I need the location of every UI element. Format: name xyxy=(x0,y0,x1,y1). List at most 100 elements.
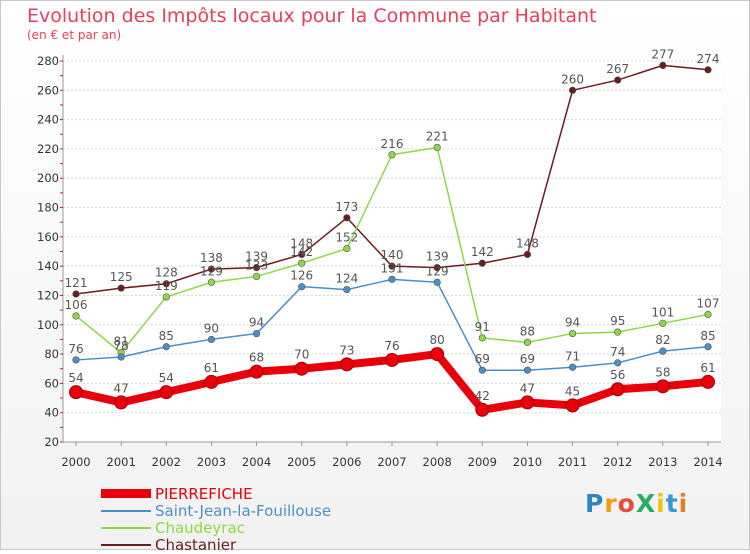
data-label: 76 xyxy=(384,339,399,353)
legend-label: Saint-Jean-la-Fouillouse xyxy=(155,501,332,520)
data-label: 85 xyxy=(159,329,174,343)
data-label: 140 xyxy=(381,248,404,262)
legend-swatch xyxy=(101,543,151,546)
data-label: 107 xyxy=(697,297,720,311)
data-label: 131 xyxy=(381,261,404,275)
chart-subtitle: (en € et par an) xyxy=(27,28,122,42)
data-label: 88 xyxy=(520,324,535,338)
legend-swatch xyxy=(101,489,151,498)
data-point xyxy=(614,328,622,336)
data-point xyxy=(430,347,445,362)
data-point xyxy=(207,265,216,273)
x-tick-label: 2007 xyxy=(377,455,406,469)
data-label: 125 xyxy=(110,270,133,284)
data-point xyxy=(162,343,170,351)
legend-swatch xyxy=(101,526,151,529)
data-label: 91 xyxy=(475,320,490,334)
data-point xyxy=(433,143,441,152)
data-point xyxy=(72,312,80,320)
data-point xyxy=(568,363,577,371)
chart-title: Evolution des Impôts locaux pour la Comm… xyxy=(27,5,597,27)
data-point xyxy=(614,359,622,367)
data-label: 47 xyxy=(520,381,535,395)
data-point xyxy=(249,364,264,379)
data-point xyxy=(298,283,306,291)
data-point xyxy=(614,76,622,84)
data-label: 152 xyxy=(335,231,358,245)
data-label: 126 xyxy=(290,269,313,283)
data-label: 138 xyxy=(200,251,223,265)
x-tick-label: 2003 xyxy=(197,455,226,469)
data-label: 76 xyxy=(68,342,83,356)
data-point xyxy=(433,264,441,272)
legend: PIERREFICHE Saint-Jean-la-Fouillouse Chaud… xyxy=(101,485,332,554)
data-label: 173 xyxy=(335,200,358,214)
data-label: 119 xyxy=(155,279,178,293)
x-tick-label: 2009 xyxy=(468,455,497,469)
y-tick-label: 60 xyxy=(44,376,59,390)
data-label: 42 xyxy=(475,389,490,403)
x-tick-label: 2001 xyxy=(107,455,136,469)
legend-label: Chaudeyrac xyxy=(155,518,245,537)
data-label: 267 xyxy=(606,62,629,76)
data-label: 85 xyxy=(700,329,715,343)
data-point xyxy=(655,379,670,394)
data-point xyxy=(252,329,261,338)
x-tick-label: 2000 xyxy=(61,455,90,469)
data-point xyxy=(478,334,486,342)
data-point xyxy=(159,385,174,400)
data-label: 73 xyxy=(339,343,354,357)
data-label: 71 xyxy=(565,349,580,363)
data-point xyxy=(298,259,306,267)
data-label: 82 xyxy=(655,333,670,347)
data-label: 94 xyxy=(249,316,264,330)
legend-item: Chaudeyrac xyxy=(101,518,331,537)
data-label: 80 xyxy=(430,333,445,347)
y-tick-label: 200 xyxy=(37,171,59,185)
data-point xyxy=(72,290,80,298)
x-tick-label: 2008 xyxy=(423,455,452,469)
data-point xyxy=(568,86,577,94)
data-label: 216 xyxy=(381,137,404,151)
data-point xyxy=(523,250,532,259)
x-tick-label: 2013 xyxy=(648,455,677,469)
data-label: 124 xyxy=(335,272,358,286)
data-label: 70 xyxy=(294,348,309,362)
data-label: 148 xyxy=(516,236,539,250)
data-label: 101 xyxy=(651,305,674,319)
data-label: 128 xyxy=(155,266,178,280)
proxiti-logo: ProXiti xyxy=(585,489,689,518)
y-tick-label: 240 xyxy=(37,113,59,127)
y-tick-label: 100 xyxy=(37,318,59,332)
legend-item: Saint-Jean-la-Fouillouse xyxy=(101,501,332,520)
y-tick-label: 40 xyxy=(44,406,59,420)
data-label: 277 xyxy=(651,47,674,61)
data-label: 68 xyxy=(249,351,264,365)
y-tick-label: 260 xyxy=(37,83,59,97)
data-point xyxy=(659,347,667,355)
data-label: 69 xyxy=(520,352,535,366)
data-label: 54 xyxy=(68,371,83,385)
x-tick-label: 2002 xyxy=(152,455,181,469)
data-label: 81 xyxy=(114,335,129,349)
data-label: 69 xyxy=(475,352,490,366)
legend-label: Chastanier xyxy=(155,535,237,554)
data-point xyxy=(72,356,80,364)
data-label: 61 xyxy=(700,361,715,375)
data-point xyxy=(162,293,170,301)
data-point xyxy=(523,338,532,346)
data-point xyxy=(204,374,219,389)
data-point xyxy=(701,374,715,389)
legend-swatch xyxy=(101,509,151,512)
x-tick-label: 2012 xyxy=(603,455,632,469)
y-tick-label: 120 xyxy=(37,288,59,302)
data-point xyxy=(343,286,351,294)
data-point xyxy=(117,353,125,361)
data-point xyxy=(117,284,125,292)
data-label: 129 xyxy=(200,264,223,278)
data-point xyxy=(207,335,216,344)
data-label: 45 xyxy=(565,384,580,398)
data-label: 74 xyxy=(610,345,625,359)
data-point xyxy=(520,395,535,410)
y-tick-label: 180 xyxy=(37,201,59,215)
